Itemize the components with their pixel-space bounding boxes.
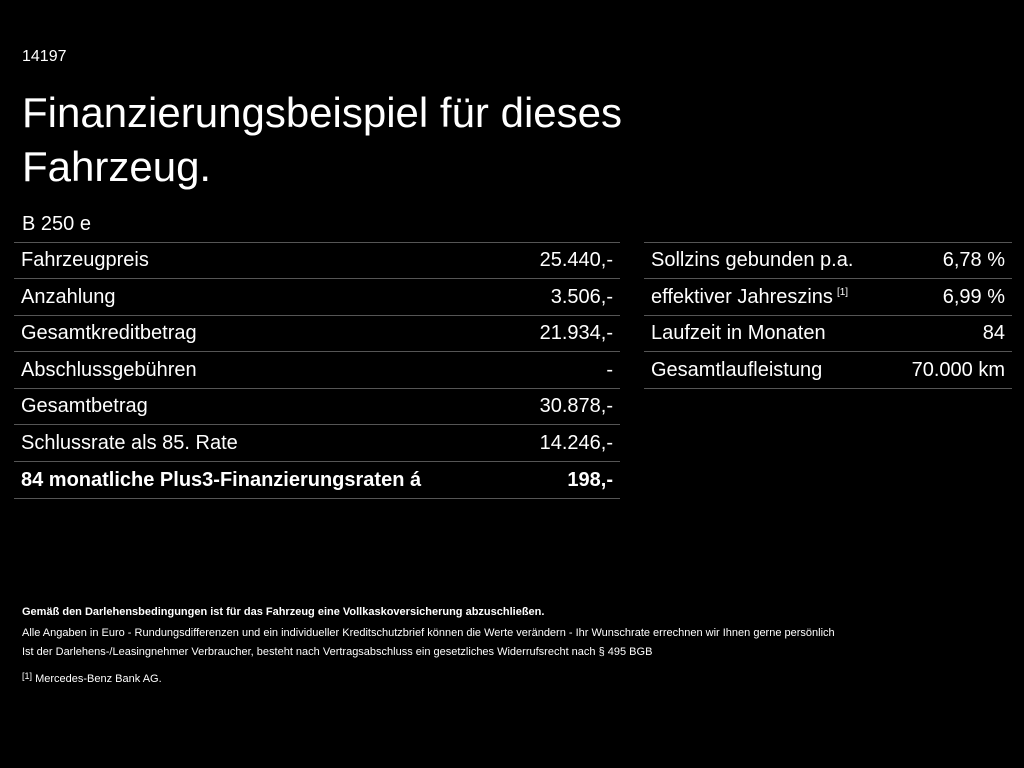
row-value: 25.440,- bbox=[539, 249, 613, 271]
row-value: 6,99 % bbox=[942, 285, 1005, 308]
table-row: Anzahlung 3.506,- bbox=[14, 280, 620, 316]
table-row: Schlussrate als 85. Rate 14.246,- bbox=[14, 426, 620, 462]
table-row: Gesamtbetrag 30.878,- bbox=[14, 389, 620, 426]
table-row: Gesamtkreditbetrag 21.934,- bbox=[14, 316, 620, 353]
footnote-mark: [1] bbox=[22, 671, 33, 681]
footnote: [1] Mercedes-Benz Bank AG. bbox=[22, 671, 162, 685]
row-value: 84 bbox=[982, 322, 1005, 345]
row-label: Sollzins gebunden p.a. bbox=[651, 249, 853, 272]
row-label: Fahrzeugpreis bbox=[21, 249, 149, 272]
superscript: [1] bbox=[836, 286, 849, 298]
code: 14197 bbox=[22, 48, 67, 65]
note: Alle Angaben in Euro - Rundungsdifferenz… bbox=[22, 627, 835, 639]
table-row: effektiver Jahreszins [1] 6,99 % bbox=[644, 280, 1012, 316]
row-label: Abschlussgebühren bbox=[21, 359, 197, 382]
row-label-text: Anzahlung bbox=[21, 285, 116, 308]
row-value: - bbox=[606, 358, 613, 381]
row-label: Gesamtlaufleistung bbox=[651, 359, 822, 382]
row-label: Gesamtbetrag bbox=[21, 395, 148, 418]
note: Ist der Darlehens-/Leasingnehmer Verbrau… bbox=[22, 646, 653, 658]
right-rule bbox=[644, 242, 1012, 243]
row-value: 6,78 % bbox=[942, 249, 1005, 271]
row-value: 14.246,- bbox=[539, 432, 613, 454]
title-line: Finanzierungsbeispiel für dieses bbox=[22, 89, 622, 136]
row-label: Gesamtkreditbetrag bbox=[21, 322, 197, 345]
table-row: Sollzins gebunden p.a. 6,78 % bbox=[644, 243, 1012, 279]
row-value: 3.506,- bbox=[550, 285, 613, 308]
row-label-text: Schlussrate als 85. Rate bbox=[21, 432, 238, 454]
row-value: 198,- bbox=[567, 468, 613, 491]
row-label-text: Sollzins gebunden p.a. bbox=[651, 249, 854, 271]
row-label-text: Fahrzeugpreis bbox=[21, 249, 149, 271]
footnote-text: Mercedes-Benz Bank AG. bbox=[35, 673, 162, 685]
row-label: Anzahlung bbox=[21, 286, 116, 309]
table-row: Abschlussgebühren - bbox=[14, 353, 620, 389]
row-label-text: Gesamtkreditbetrag bbox=[21, 322, 197, 345]
left-rule bbox=[14, 242, 620, 243]
table-row: Fahrzeugpreis 25.440,- bbox=[14, 243, 620, 279]
row-label-text: Abschlussgebühren bbox=[21, 358, 197, 381]
row-label-text: Laufzeit in Monaten bbox=[651, 322, 826, 345]
row-label-text: Gesamtlaufleistung bbox=[651, 358, 823, 381]
row-label-text: 84 monatliche Plus3-Finanzierungsraten á bbox=[21, 468, 422, 491]
row-label-text: Gesamtbetrag bbox=[21, 395, 148, 418]
row-value: 30.878,- bbox=[539, 395, 613, 418]
title-line: Fahrzeug. bbox=[22, 143, 212, 190]
table-row: Gesamtlaufleistung 70.000 km bbox=[644, 353, 1012, 389]
table-row: 84 monatliche Plus3-Finanzierungsraten á… bbox=[14, 463, 620, 499]
bold-note: Gemäß den Darlehensbedingungen ist für d… bbox=[22, 606, 545, 618]
row-label: Laufzeit in Monaten bbox=[651, 322, 826, 345]
row-value: 21.934,- bbox=[539, 322, 613, 345]
row-label: effektiver Jahreszins [1] bbox=[651, 286, 848, 309]
row-label-text: effektiver Jahreszins bbox=[651, 285, 833, 308]
title: Finanzierungsbeispiel für dieses Fahrzeu… bbox=[22, 86, 622, 194]
row-value: 70.000 km bbox=[911, 358, 1005, 381]
row-label: Schlussrate als 85. Rate bbox=[21, 432, 238, 455]
model: B 250 e bbox=[22, 213, 91, 235]
table-row: Laufzeit in Monaten 84 bbox=[644, 316, 1012, 353]
row-label: 84 monatliche Plus3-Finanzierungsraten á bbox=[21, 469, 421, 492]
